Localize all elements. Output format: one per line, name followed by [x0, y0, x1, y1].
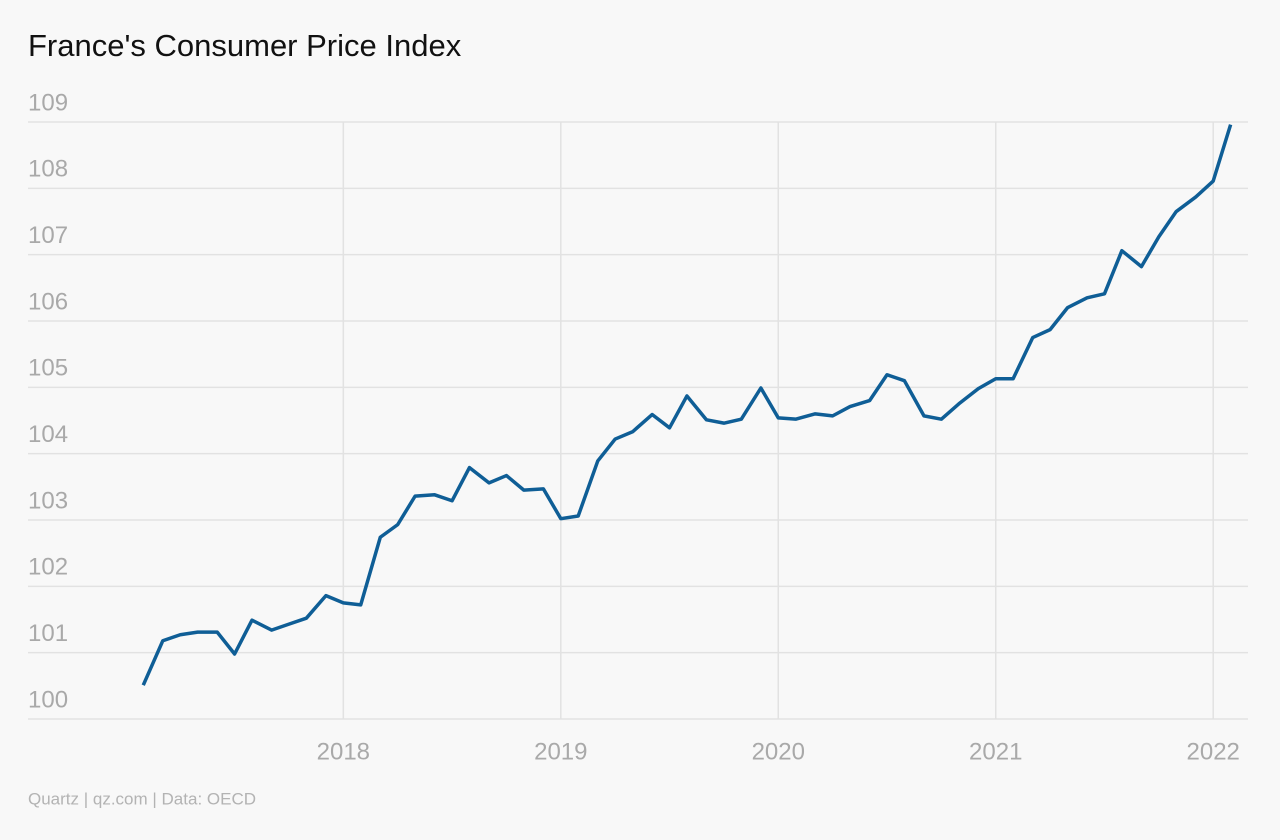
line [141, 124, 1233, 686]
y-tick-label: 107 [28, 222, 68, 249]
chart-title: France's Consumer Price Index [28, 28, 462, 63]
y-tick-label: 101 [28, 620, 68, 647]
y-tick-label: 102 [28, 554, 68, 581]
y-tick-label: 108 [28, 156, 68, 183]
y-tick-label: 100 [28, 686, 68, 713]
y-tick-label: 109 [28, 89, 68, 116]
y-tick-label: 103 [28, 487, 68, 514]
y-tick-label: 104 [28, 421, 68, 448]
x-tick-label: 2018 [317, 738, 370, 765]
x-tick-label: 2019 [534, 738, 587, 765]
x-tick-label: 2022 [1187, 738, 1240, 765]
source: Quartz | qz.com | Data: OECD [28, 789, 256, 808]
y-tick-label: 105 [28, 355, 68, 382]
x-tick-label: 2021 [969, 738, 1022, 765]
y-tick-label: 106 [28, 288, 68, 315]
x-tick-label: 2020 [752, 738, 805, 765]
